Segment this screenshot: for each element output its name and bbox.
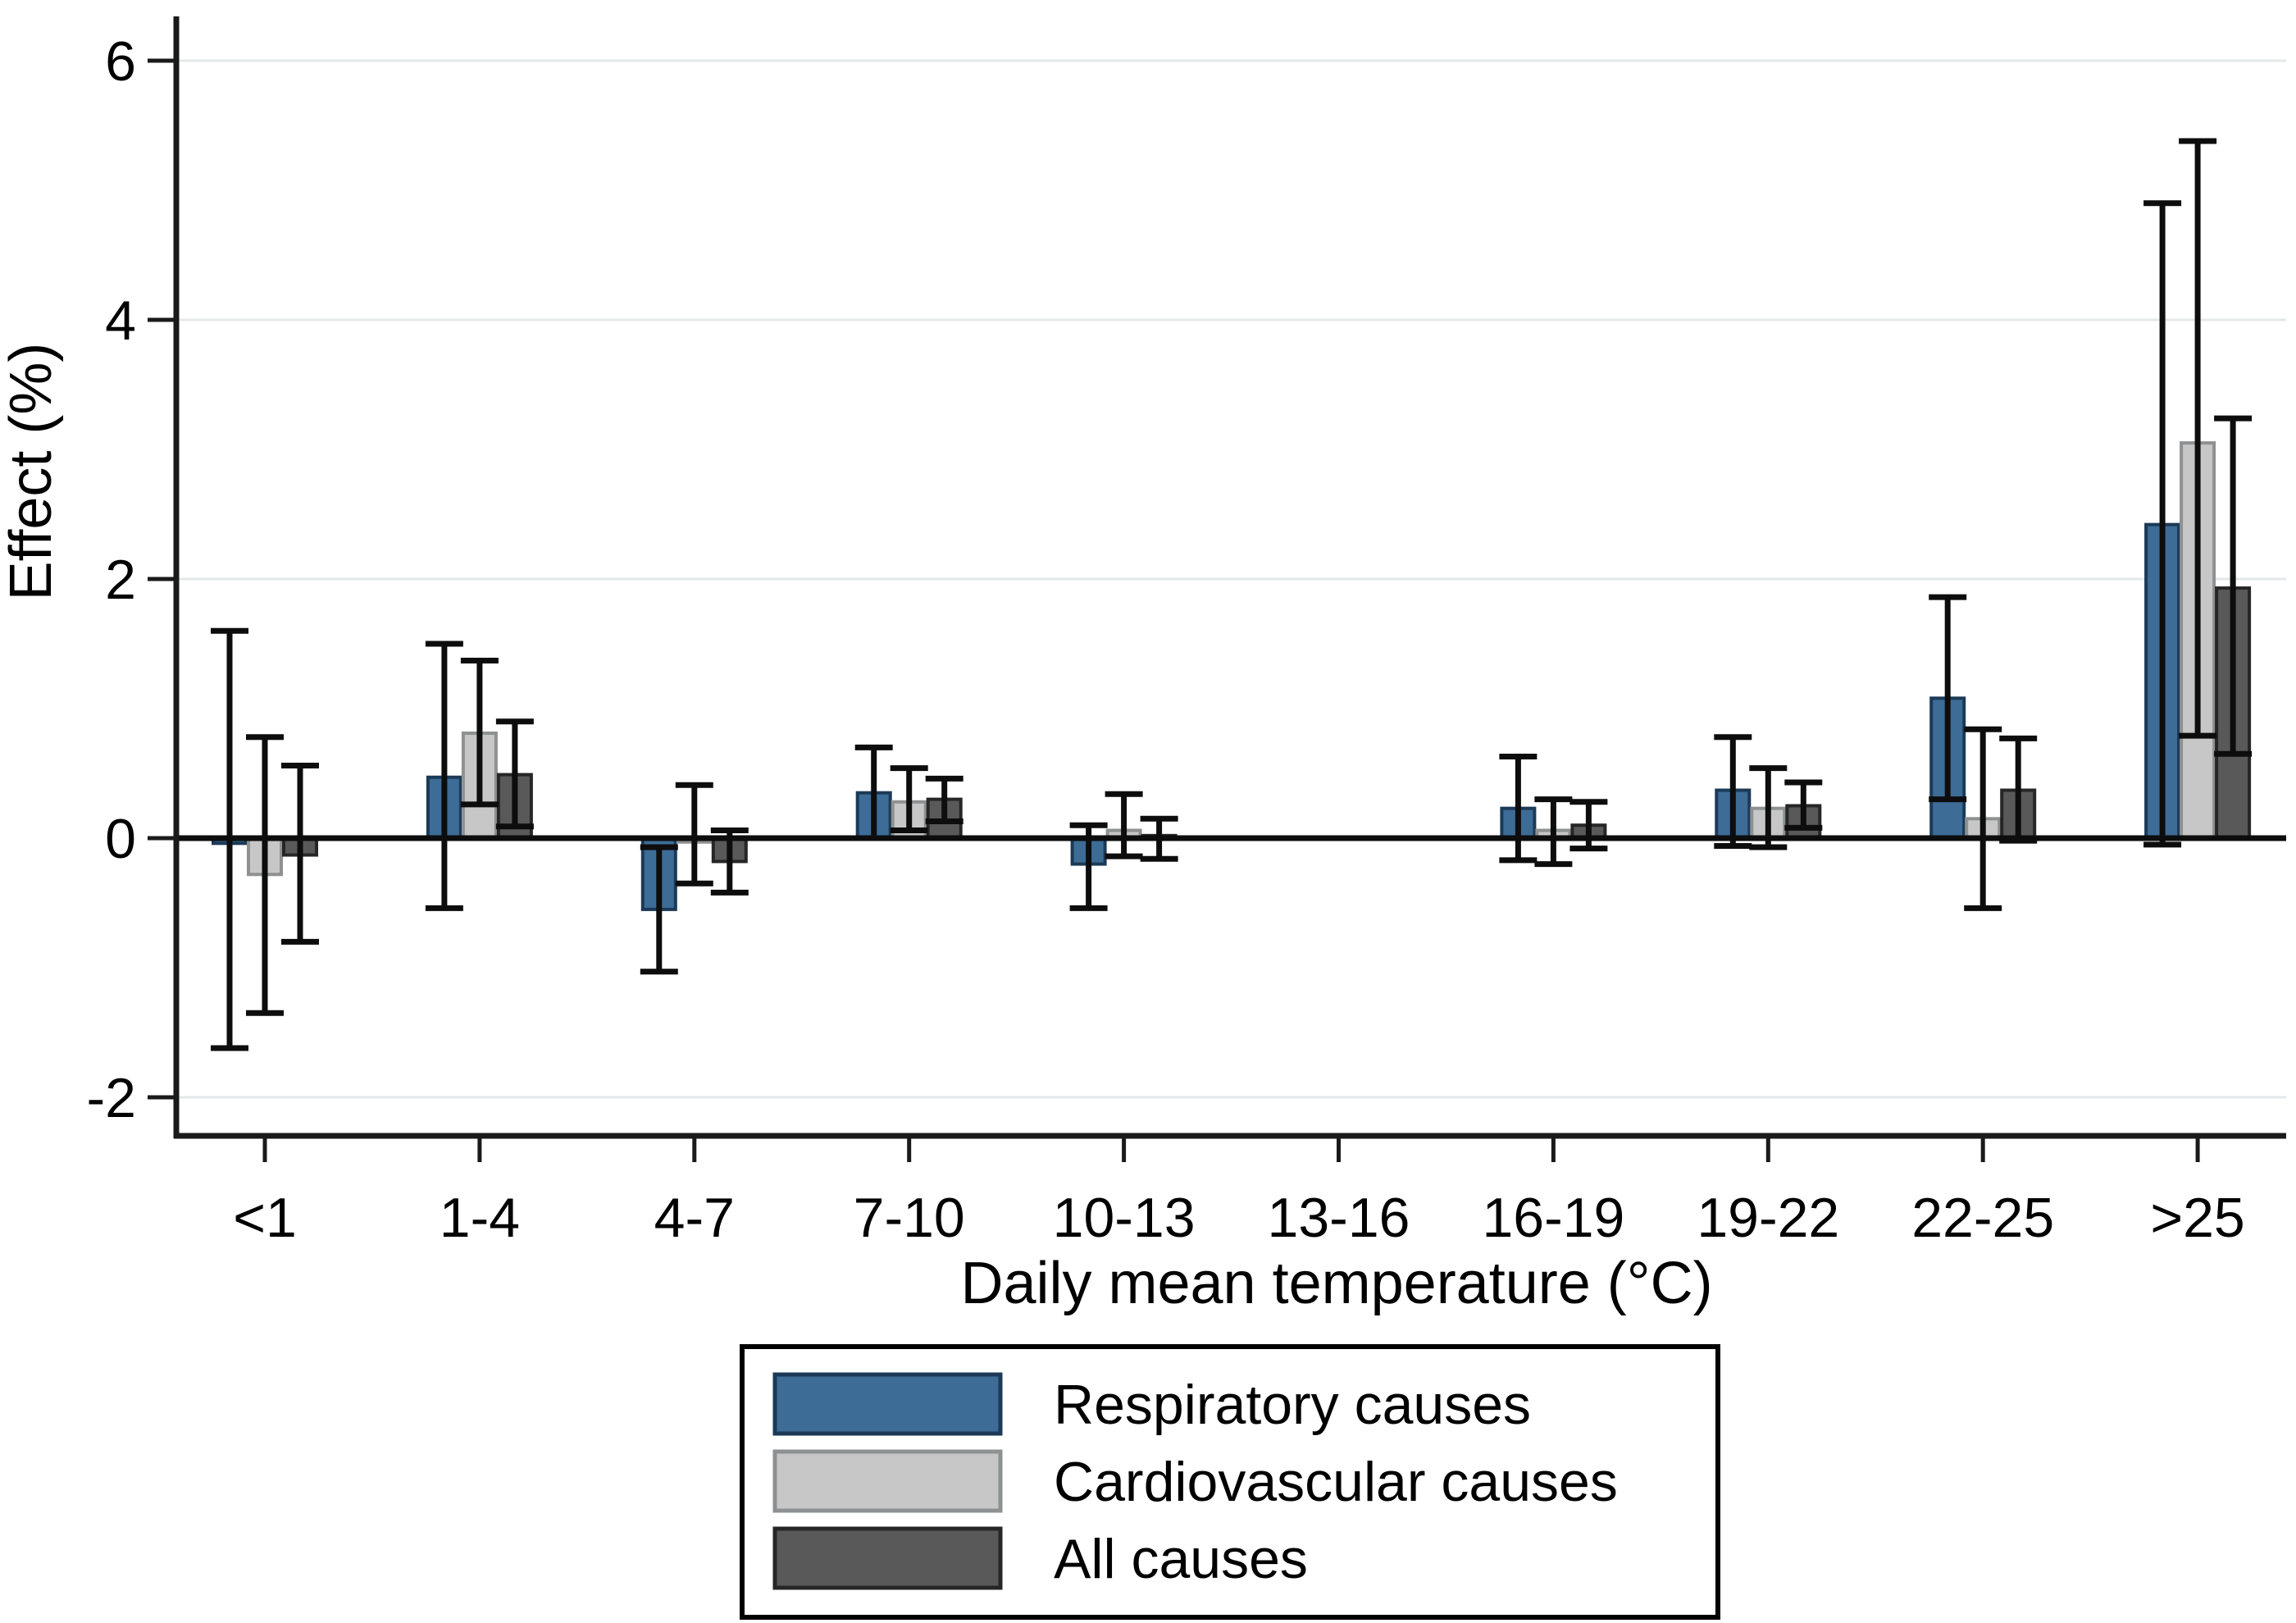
x-axis-title: Daily mean temperature (°C) bbox=[960, 1251, 1712, 1316]
x-tick-label-<1: <1 bbox=[233, 1187, 297, 1249]
y-tick-label-4: 4 bbox=[105, 289, 136, 352]
x-tick-label-7-10: 7-10 bbox=[854, 1187, 965, 1249]
gridlines-layer bbox=[176, 59, 2286, 1099]
x-tick-label-1-4: 1-4 bbox=[440, 1187, 520, 1249]
y-axis-title: Effect (%) bbox=[0, 343, 64, 601]
x-axis-ticks: <1 1-4 4-7 7-10 10-13 13-16 16-19 19-22 22-25 >25 bbox=[233, 1137, 2245, 1249]
x-tick-label->25: >25 bbox=[2150, 1187, 2244, 1249]
y-tick-label-2: 2 bbox=[105, 549, 136, 611]
y-tick-label-0: 0 bbox=[105, 808, 136, 870]
error-bars-layer bbox=[211, 138, 2253, 1051]
legend: Respiratory causes Cardiovascular causes A… bbox=[740, 1344, 1720, 1620]
x-tick-label-13-16: 13-16 bbox=[1268, 1187, 1410, 1249]
x-tick-label-22-25: 22-25 bbox=[1911, 1187, 2054, 1249]
y-tick-label-6: 6 bbox=[105, 30, 136, 93]
y-tick-label--2: -2 bbox=[87, 1067, 136, 1129]
legend-label-cardiovascular-causes: Cardiovascular causes bbox=[1054, 1451, 1618, 1513]
axes-layer: 6 4 2 0 -2 <1 1-4 4-7 7-10 10-13 13-16 16-19 19-22 2… bbox=[87, 16, 2286, 1249]
x-tick-label-16-19: 16-19 bbox=[1482, 1187, 1624, 1249]
legend-swatch-respiratory-causes bbox=[772, 1372, 1003, 1436]
y-axis-ticks: 6 4 2 0 -2 bbox=[87, 30, 175, 1129]
legend-label-respiratory-causes: Respiratory causes bbox=[1054, 1374, 1531, 1436]
x-tick-label-10-13: 10-13 bbox=[1053, 1187, 1196, 1249]
legend-swatch-all-causes bbox=[772, 1526, 1003, 1590]
legend-swatch-cardiovascular-causes bbox=[772, 1449, 1003, 1513]
legend-label-all-causes: All causes bbox=[1054, 1528, 1308, 1590]
x-tick-label-19-22: 19-22 bbox=[1697, 1187, 1839, 1249]
x-tick-label-4-7: 4-7 bbox=[654, 1187, 735, 1249]
